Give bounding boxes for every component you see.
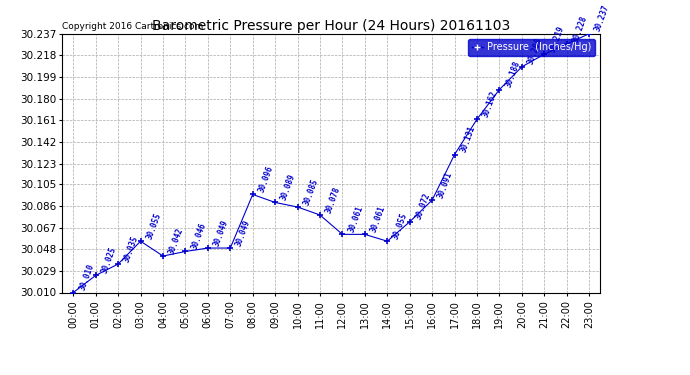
Text: 30.010: 30.010 xyxy=(77,262,95,292)
Text: 30.078: 30.078 xyxy=(324,185,342,214)
Text: 30.072: 30.072 xyxy=(414,192,432,221)
Text: 30.055: 30.055 xyxy=(391,211,409,240)
Text: 30.237: 30.237 xyxy=(593,4,611,33)
Text: 30.085: 30.085 xyxy=(302,177,319,206)
Text: 30.131: 30.131 xyxy=(459,124,477,154)
Text: 30.035: 30.035 xyxy=(122,234,140,263)
Text: 30.042: 30.042 xyxy=(167,226,185,255)
Text: 30.208: 30.208 xyxy=(526,37,544,66)
Text: 30.055: 30.055 xyxy=(145,211,163,240)
Text: 30.061: 30.061 xyxy=(346,204,364,234)
Text: 30.219: 30.219 xyxy=(549,24,566,54)
Text: 30.049: 30.049 xyxy=(212,218,230,247)
Text: 30.089: 30.089 xyxy=(279,172,297,202)
Text: 30.049: 30.049 xyxy=(235,218,253,247)
Text: 30.162: 30.162 xyxy=(481,89,499,118)
Text: 30.091: 30.091 xyxy=(436,170,454,200)
Text: 30.046: 30.046 xyxy=(190,222,208,251)
Text: 30.096: 30.096 xyxy=(257,165,275,194)
Legend: Pressure  (Inches/Hg): Pressure (Inches/Hg) xyxy=(468,39,595,56)
Text: 30.188: 30.188 xyxy=(504,60,522,89)
Text: 30.061: 30.061 xyxy=(369,204,387,234)
Text: 30.025: 30.025 xyxy=(100,246,118,274)
Text: 30.228: 30.228 xyxy=(571,14,589,43)
Text: Barometric Pressure per Hour (24 Hours) 20161103: Barometric Pressure per Hour (24 Hours) … xyxy=(152,19,511,33)
Text: Copyright 2016 Cartronics.com: Copyright 2016 Cartronics.com xyxy=(62,22,204,31)
